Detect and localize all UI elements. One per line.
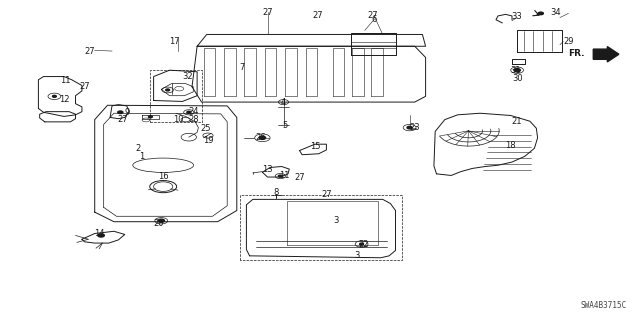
Circle shape	[514, 69, 520, 72]
Text: 24: 24	[189, 107, 199, 116]
Circle shape	[52, 95, 56, 97]
Circle shape	[118, 111, 123, 114]
Text: 27: 27	[118, 115, 128, 124]
Text: 34: 34	[550, 8, 561, 17]
Text: 20: 20	[154, 219, 164, 228]
Circle shape	[148, 116, 152, 118]
Circle shape	[187, 111, 191, 113]
Text: 23: 23	[410, 123, 420, 132]
Text: FR.: FR.	[568, 49, 585, 58]
Text: 5: 5	[282, 121, 287, 130]
Text: 7: 7	[239, 63, 244, 72]
Text: 22: 22	[358, 240, 369, 249]
Text: 30: 30	[512, 74, 522, 83]
Circle shape	[407, 126, 412, 129]
Text: 29: 29	[563, 37, 573, 46]
Circle shape	[278, 175, 282, 177]
Circle shape	[158, 219, 164, 222]
Text: 11: 11	[280, 171, 290, 180]
FancyArrow shape	[593, 47, 619, 62]
Text: 27: 27	[294, 173, 305, 182]
Text: 1: 1	[140, 152, 145, 161]
Text: 28: 28	[189, 115, 199, 124]
Text: 18: 18	[506, 141, 516, 150]
Text: 25: 25	[201, 124, 211, 133]
Text: 11: 11	[60, 76, 70, 85]
Text: 27: 27	[84, 47, 95, 56]
Text: 27: 27	[79, 82, 90, 91]
Text: 14: 14	[94, 229, 104, 238]
Circle shape	[166, 89, 170, 91]
Text: 4: 4	[281, 98, 286, 107]
Text: 32: 32	[182, 72, 193, 81]
Text: 26: 26	[256, 133, 266, 142]
Text: 27: 27	[262, 8, 273, 17]
Circle shape	[259, 136, 266, 139]
Text: 9: 9	[124, 108, 129, 117]
Text: 33: 33	[512, 12, 522, 21]
Circle shape	[360, 243, 364, 245]
Text: 27: 27	[321, 190, 332, 199]
Text: 17: 17	[170, 37, 180, 46]
Text: 3: 3	[355, 251, 360, 260]
Text: SWA4B3715C: SWA4B3715C	[581, 301, 627, 310]
Text: 6: 6	[372, 15, 377, 24]
Circle shape	[98, 234, 104, 237]
Text: 16: 16	[158, 172, 168, 181]
Text: 19: 19	[203, 136, 213, 145]
Text: 27: 27	[313, 11, 323, 20]
Text: 10: 10	[173, 115, 183, 124]
Text: 12: 12	[59, 95, 69, 104]
Text: 3: 3	[333, 216, 339, 225]
Text: 27: 27	[367, 11, 378, 20]
Text: 13: 13	[262, 165, 273, 174]
Circle shape	[538, 12, 543, 15]
Text: 8: 8	[274, 189, 279, 197]
Text: 21: 21	[512, 117, 522, 126]
Text: 31: 31	[510, 66, 520, 75]
Text: 15: 15	[310, 142, 320, 151]
Text: 2: 2	[135, 144, 140, 153]
